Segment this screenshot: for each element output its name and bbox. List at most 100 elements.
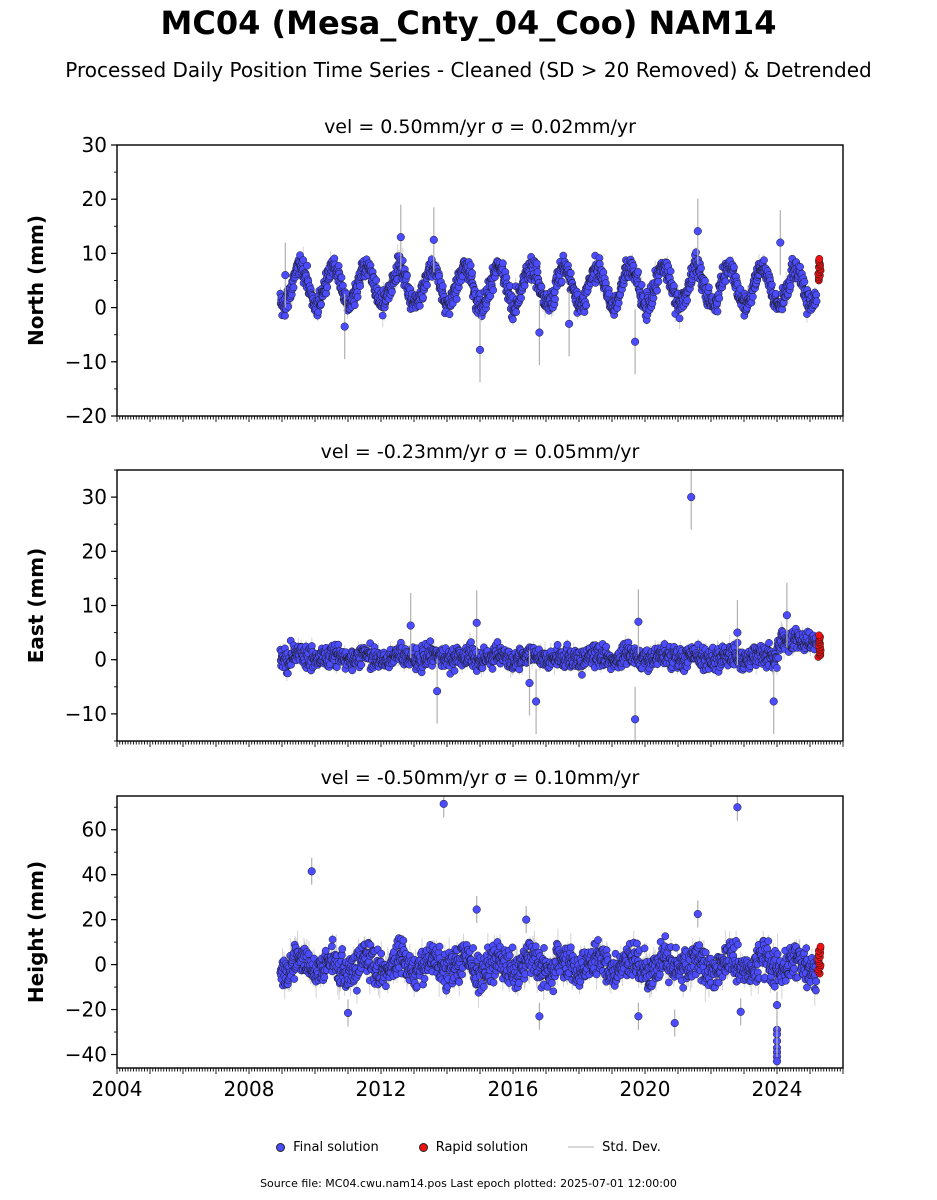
y-tick-label: 10 bbox=[82, 241, 107, 265]
final-solution-point bbox=[372, 276, 381, 285]
final-solution-point bbox=[769, 697, 778, 706]
final-solution-point bbox=[532, 259, 541, 268]
chart-subtitle: Processed Daily Position Time Series - C… bbox=[65, 58, 872, 82]
final-solution-point bbox=[701, 276, 709, 285]
final-solution-point bbox=[289, 283, 298, 292]
final-solution-point bbox=[488, 665, 497, 673]
final-solution-point bbox=[450, 666, 459, 675]
final-solution-point bbox=[812, 297, 821, 306]
final-solution-point bbox=[348, 666, 357, 675]
final-solution-point bbox=[303, 261, 312, 270]
final-solution-point bbox=[281, 311, 289, 320]
final-solution-point bbox=[535, 328, 544, 337]
final-solution-point bbox=[438, 282, 447, 290]
final-solution-point bbox=[693, 227, 702, 236]
y-tick-label: −20 bbox=[65, 404, 107, 428]
y-tick-label: −10 bbox=[65, 350, 107, 374]
final-solution-point bbox=[566, 269, 575, 277]
final-solution-point bbox=[760, 256, 768, 265]
final-solution-point bbox=[578, 671, 586, 679]
final-solution-point bbox=[687, 493, 696, 502]
final-solution-point bbox=[489, 286, 498, 295]
final-solution-point bbox=[553, 640, 562, 649]
final-solution-point bbox=[774, 654, 783, 662]
final-solution-point bbox=[551, 295, 559, 303]
final-solution-point bbox=[314, 308, 323, 316]
rapid-solution-point bbox=[815, 631, 823, 640]
final-solution-point bbox=[353, 293, 362, 301]
final-solution-point bbox=[350, 301, 359, 310]
panel-north: −20 −10 0 10 20 30 vel = 0.50mm/yr σ = 0.02mm/… bbox=[24, 116, 844, 428]
final-solution-point bbox=[468, 269, 476, 277]
final-solution-point bbox=[800, 277, 809, 286]
final-solution-point bbox=[675, 314, 684, 323]
final-solution-point bbox=[715, 294, 724, 303]
final-solution-point bbox=[281, 271, 290, 280]
final-solution-point bbox=[637, 280, 646, 289]
y-axis-label: North (mm) bbox=[24, 215, 48, 346]
final-solution-point bbox=[356, 282, 364, 290]
final-solution-point bbox=[520, 281, 529, 290]
final-solution-point bbox=[284, 669, 292, 678]
final-solution-point bbox=[605, 289, 613, 298]
final-solution-point bbox=[339, 281, 347, 290]
final-solution-point bbox=[786, 282, 795, 291]
axes-frame bbox=[116, 469, 844, 742]
final-solution-point bbox=[721, 277, 730, 286]
final-solution-point bbox=[666, 267, 675, 276]
final-solution-point bbox=[433, 687, 442, 696]
final-solution-point bbox=[602, 642, 611, 651]
final-solution-point bbox=[419, 293, 427, 302]
final-solution-point bbox=[403, 271, 411, 280]
final-solution-point bbox=[776, 238, 785, 247]
final-solution-point bbox=[683, 296, 691, 305]
final-solution-point bbox=[416, 302, 424, 310]
final-solution-point bbox=[558, 277, 566, 286]
final-solution-point bbox=[340, 322, 349, 331]
final-solution-point bbox=[406, 621, 415, 630]
final-solution-point bbox=[396, 233, 405, 242]
final-solution-point bbox=[398, 256, 407, 265]
y-tick-label: 0 bbox=[94, 296, 107, 320]
final-solution-point bbox=[634, 617, 643, 626]
final-solution-point bbox=[631, 337, 640, 346]
final-solution-point bbox=[337, 273, 346, 282]
final-solution-point bbox=[812, 291, 821, 299]
east-data bbox=[276, 470, 825, 741]
final-solution-point bbox=[472, 618, 481, 627]
final-solution-point bbox=[299, 256, 308, 264]
final-solution-point bbox=[634, 267, 642, 276]
final-solution-point bbox=[525, 678, 534, 688]
final-solution-point bbox=[565, 319, 574, 328]
final-solution-point bbox=[631, 715, 640, 724]
final-solution-point bbox=[323, 283, 332, 292]
final-solution-point bbox=[582, 301, 591, 310]
final-solution-point bbox=[423, 281, 431, 289]
chart-title: MC04 (Mesa_Cnty_04_Coo) NAM14 bbox=[160, 4, 777, 42]
final-solution-point bbox=[426, 637, 435, 646]
final-solution-point bbox=[713, 307, 722, 316]
final-solution-point bbox=[467, 638, 475, 646]
final-solution-point bbox=[452, 295, 461, 303]
final-solution-point bbox=[733, 628, 742, 637]
final-solution-point bbox=[532, 697, 541, 706]
final-solution-point bbox=[768, 280, 776, 289]
rapid-solution-point bbox=[815, 254, 824, 263]
final-solution-point bbox=[475, 345, 485, 354]
final-solution-point bbox=[796, 262, 804, 271]
final-solution-point bbox=[730, 263, 738, 272]
final-solution-point bbox=[782, 611, 791, 620]
final-solution-point bbox=[517, 294, 525, 302]
final-solution-point bbox=[692, 248, 700, 257]
final-solution-point bbox=[773, 664, 781, 672]
final-solution-point bbox=[512, 308, 520, 316]
final-solution-point bbox=[705, 283, 713, 292]
final-solution-point bbox=[653, 286, 661, 295]
final-solution-point bbox=[697, 264, 705, 273]
final-solution-point bbox=[429, 235, 438, 244]
final-solution-point bbox=[749, 292, 757, 301]
north-data bbox=[276, 198, 825, 383]
final-solution-point bbox=[388, 287, 396, 296]
final-solution-point bbox=[445, 310, 454, 319]
